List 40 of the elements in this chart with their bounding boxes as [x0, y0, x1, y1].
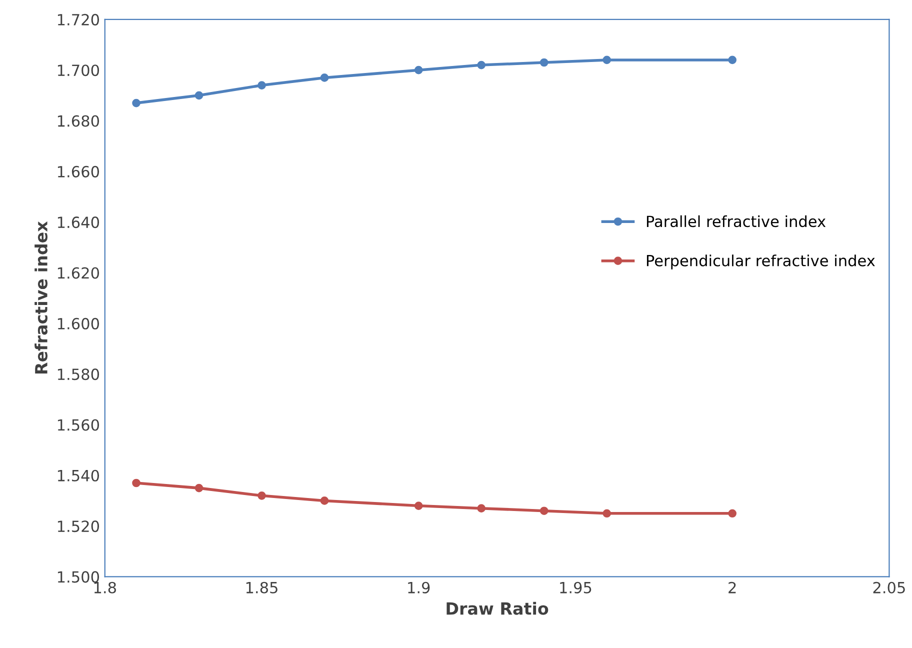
y-tick-label: 1.540 [58, 470, 100, 482]
point [132, 478, 140, 488]
point [320, 74, 329, 82]
point [194, 91, 204, 100]
point [728, 509, 737, 518]
point [132, 98, 140, 108]
point [414, 502, 423, 510]
point [728, 56, 737, 64]
y-tick-label: 1.700 [58, 64, 100, 76]
point [602, 509, 612, 518]
y-tick-label: 1.620 [58, 267, 100, 279]
x-tick-label: 2 [728, 582, 736, 594]
y-axis-title: Refractive index [34, 221, 48, 374]
y-tick-label: 1.500 [58, 571, 100, 583]
point [258, 491, 266, 500]
point [414, 66, 423, 74]
x-axis-title: Draw Ratio [446, 602, 548, 615]
x-tick-label: 1.9 [408, 582, 430, 594]
y-tick-label: 1.580 [58, 368, 100, 380]
point [258, 81, 266, 90]
point [477, 60, 486, 70]
y-tick-label: 1.520 [58, 520, 100, 532]
point [602, 56, 612, 64]
x-tick-label: 1.95 [560, 582, 592, 594]
point [194, 484, 204, 492]
y-tick-label: 1.680 [58, 115, 100, 127]
point [320, 496, 329, 505]
y-tick-label: 1.600 [58, 318, 100, 330]
legend-label: Parallel refractive index [646, 215, 826, 228]
x-tick-label: 1.85 [246, 582, 278, 594]
x-tick-label: 1.8 [94, 582, 116, 594]
y-tick-label: 1.560 [58, 419, 100, 431]
point [540, 506, 548, 516]
y-tick-label: 1.720 [58, 14, 100, 26]
y-tick-label: 1.640 [58, 216, 100, 228]
point [540, 58, 548, 67]
y-tick-label: 1.660 [58, 166, 100, 178]
legend-label: Perpendicular refractive index [646, 254, 875, 270]
point [477, 504, 486, 512]
x-tick-label: 2.05 [873, 582, 905, 594]
